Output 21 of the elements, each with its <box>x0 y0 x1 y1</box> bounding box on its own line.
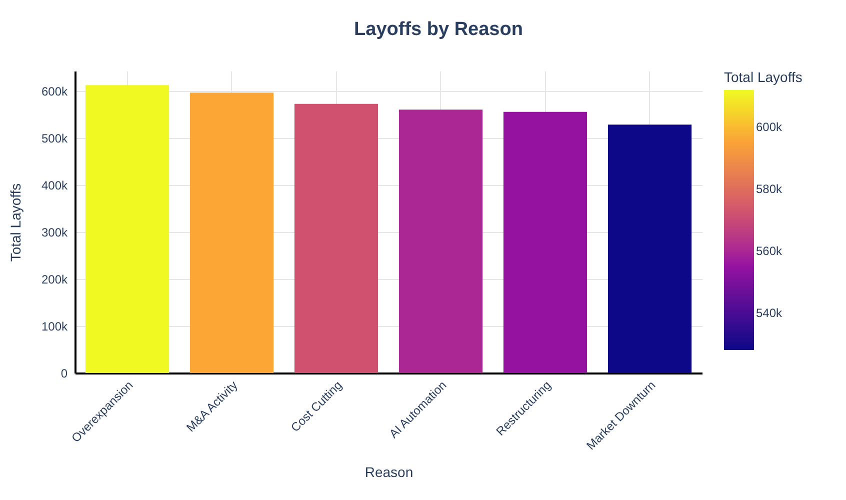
bar <box>608 124 692 373</box>
x-axis-title: Reason <box>364 464 414 480</box>
y-tick-label: 200k <box>41 272 68 286</box>
legend-title: Total Layoffs <box>724 69 802 85</box>
color-bar-label: 580k <box>756 182 784 196</box>
color-bar-label: 540k <box>756 306 784 320</box>
color-bar-label: 560k <box>756 244 784 258</box>
y-tick-label: 500k <box>41 131 68 146</box>
bar <box>503 112 588 373</box>
bar <box>190 92 274 373</box>
color-bar-label: 600k <box>756 120 784 134</box>
y-tick-label: 600k <box>41 84 68 98</box>
bar <box>85 85 170 373</box>
y-tick-label: 300k <box>41 225 68 240</box>
y-tick-label: 400k <box>41 178 68 192</box>
bar <box>398 110 483 373</box>
y-tick-label: 0 <box>60 366 68 380</box>
chart-title: Layoffs by Reason <box>354 19 523 40</box>
y-tick-label: 100k <box>41 319 68 334</box>
y-axis-title: Total Layoffs <box>7 183 24 262</box>
bar <box>294 104 378 373</box>
